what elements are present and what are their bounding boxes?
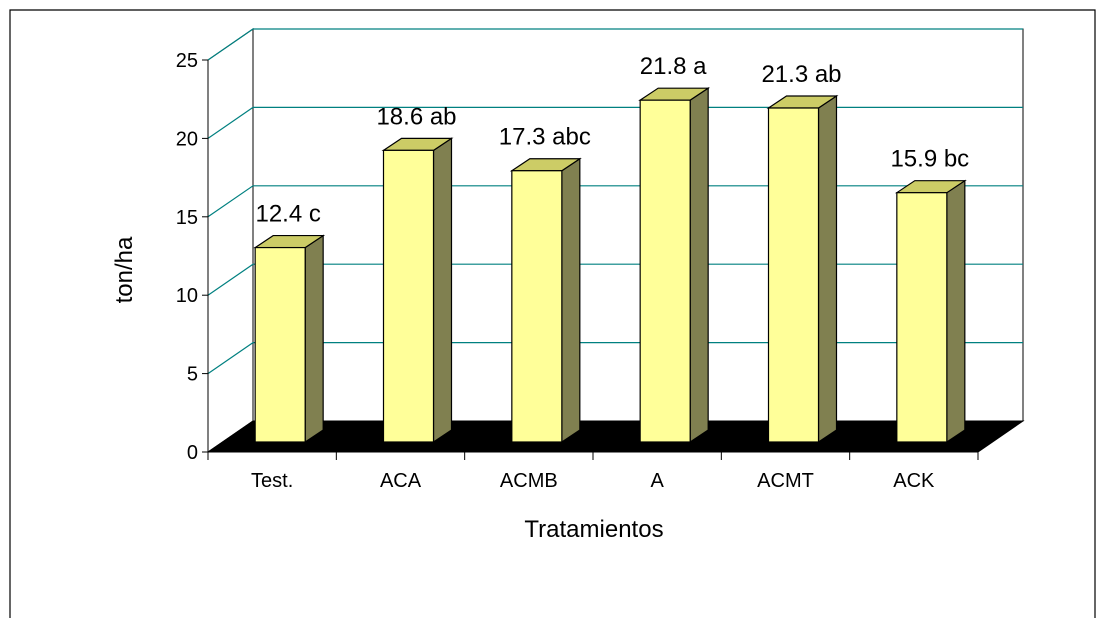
y-tick-label: 25	[176, 50, 198, 72]
data-label: 15.9 bc	[890, 146, 969, 173]
bar-front	[382, 149, 435, 443]
gridline	[207, 28, 1023, 61]
data-label: 12.4 c	[255, 201, 320, 228]
bar-side	[561, 157, 581, 444]
bar	[509, 157, 582, 444]
bar	[638, 87, 711, 444]
bar-side	[432, 137, 453, 444]
data-labels: 12.4 c 18.6 ab 17.3 abc 21.8 a 21.3 ab 15.9 b…	[255, 53, 969, 227]
bar-side	[689, 87, 709, 444]
bar-front	[896, 192, 948, 443]
bar-side	[946, 179, 966, 444]
y-tick-label: 20	[176, 128, 198, 150]
x-axis: Test. ACA ACMB A ACMT ACK	[207, 451, 979, 492]
x-tick-label: ACMB	[500, 470, 558, 492]
bar	[253, 234, 326, 444]
y-tick-label: 5	[187, 364, 198, 386]
gridline	[207, 342, 1023, 375]
data-label: 18.6 ab	[376, 103, 456, 130]
bar-side	[304, 234, 324, 444]
x-tick-label: ACK	[893, 470, 935, 492]
x-tick-label: A	[650, 470, 664, 492]
bar	[894, 179, 967, 444]
side-wall	[207, 28, 254, 453]
data-label: 17.3 abc	[499, 124, 591, 151]
bar-front	[254, 246, 306, 443]
bar-front	[767, 107, 820, 443]
gridline	[207, 185, 1023, 218]
y-axis: 0 5 10 15 20 25	[176, 50, 209, 464]
bars	[253, 87, 967, 444]
x-tick-label: ACMT	[757, 470, 814, 492]
gridline	[207, 263, 1023, 296]
chart-border	[9, 9, 1096, 618]
x-tick-label: ACA	[380, 470, 422, 492]
x-tick-label: Test.	[251, 470, 293, 492]
bar	[766, 94, 839, 444]
y-tick-label: 15	[176, 207, 198, 229]
bar	[381, 137, 454, 444]
bar-side	[817, 94, 838, 444]
y-axis-title: ton/ha	[111, 236, 138, 303]
y-tick-label: 10	[176, 285, 198, 307]
gridline	[207, 106, 1023, 139]
data-label: 21.8 a	[640, 53, 707, 80]
gridlines	[207, 28, 1023, 375]
y-tick-label: 0	[187, 442, 198, 464]
x-axis-title: Tratamientos	[524, 516, 663, 543]
bar-front	[639, 99, 691, 443]
bar-front	[511, 170, 563, 443]
data-label: 21.3 ab	[761, 61, 841, 88]
